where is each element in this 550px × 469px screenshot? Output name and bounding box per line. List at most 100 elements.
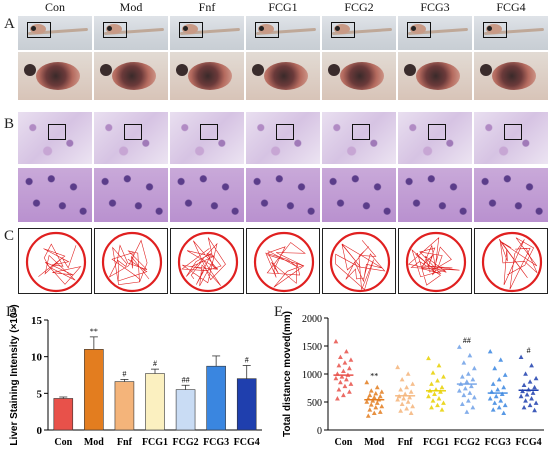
bar [175, 389, 196, 431]
y-tick-label: 0 [37, 425, 43, 437]
data-point [439, 384, 445, 390]
data-point [405, 371, 411, 376]
data-point [410, 403, 416, 409]
data-point [335, 396, 340, 401]
data-point [395, 397, 401, 402]
histology-overview-image [18, 112, 92, 164]
y-tick-label: 2000 [302, 314, 322, 325]
arena-rim [25, 231, 87, 293]
y-tick-label: 1000 [302, 370, 322, 381]
data-point [532, 407, 537, 413]
group-label-fcg3: FCG3 [420, 0, 450, 14]
data-point [530, 390, 536, 395]
data-point [499, 391, 505, 396]
data-point [492, 365, 498, 371]
data-point [405, 399, 411, 404]
data-point [465, 398, 471, 403]
x-tick-label: FCG4 [516, 437, 542, 448]
data-point [367, 407, 373, 412]
data-point [456, 388, 462, 393]
data-point [498, 398, 504, 403]
data-point [524, 392, 530, 397]
data-point [459, 374, 465, 379]
fish-liver-zoom-image [170, 52, 244, 100]
panel-letter-c: C [4, 228, 15, 244]
fish-liver-zoom-image [322, 52, 396, 100]
data-point [495, 387, 501, 392]
locomotion-track-image [18, 228, 92, 294]
data-point [467, 352, 473, 358]
data-point [459, 401, 465, 407]
fish-whole-image [246, 16, 320, 50]
data-point [436, 396, 442, 401]
data-point [348, 357, 354, 362]
x-tick-label: FCG2 [173, 437, 199, 448]
track-svg [253, 231, 315, 293]
data-point [336, 363, 342, 368]
data-point [523, 398, 528, 403]
x-tick-label: FCG2 [454, 437, 480, 448]
arena-rim [253, 231, 315, 293]
histology-zoom-row [18, 168, 548, 222]
data-point [371, 394, 377, 400]
data-point [342, 360, 348, 365]
panel-letter-b: B [4, 116, 15, 132]
data-point [430, 398, 436, 403]
histology-overview-image [398, 112, 472, 164]
data-point [379, 389, 385, 394]
histology-overview-row [18, 112, 548, 164]
significance-mark: ** [370, 371, 378, 380]
data-point [399, 377, 405, 382]
y-tick-label: 500 [307, 398, 322, 409]
data-point [408, 410, 414, 415]
data-point [395, 364, 401, 370]
y-tick-label: 15 [31, 315, 43, 327]
data-point [487, 349, 493, 354]
x-tick-label: FCG3 [203, 437, 229, 448]
data-point [377, 393, 383, 399]
bar [84, 349, 104, 431]
data-point [490, 407, 496, 412]
track-svg [405, 231, 467, 293]
data-point [464, 379, 470, 384]
data-point [365, 413, 371, 418]
data-point [436, 363, 442, 368]
arena-rim [177, 231, 239, 293]
group-label-fcg4: FCG4 [496, 0, 526, 14]
data-point [407, 394, 413, 400]
data-point [342, 383, 348, 389]
data-point [533, 400, 539, 405]
data-point [456, 344, 462, 349]
significance-mark: ** [90, 327, 98, 336]
data-point [367, 392, 373, 398]
data-point [429, 381, 434, 386]
track-svg [329, 231, 391, 293]
data-point [399, 401, 405, 407]
fish-whole-image [170, 16, 244, 50]
arena-rim [481, 231, 543, 293]
significance-mark: # [122, 369, 126, 378]
fish-liver-zoom-row [18, 52, 548, 100]
data-point [441, 400, 446, 405]
data-point [338, 379, 343, 385]
data-point [438, 389, 443, 394]
data-point [373, 391, 379, 396]
x-tick-label: Mod [84, 437, 104, 448]
data-point [401, 396, 407, 401]
data-point [527, 402, 533, 408]
data-point [347, 365, 352, 371]
fish-whole-image [474, 16, 548, 50]
track-svg [177, 231, 239, 293]
data-point [338, 354, 343, 359]
locomotion-track-image [398, 228, 472, 294]
fish-liver-zoom-image [246, 52, 320, 100]
data-point [529, 363, 534, 368]
group-label-fcg1: FCG1 [268, 0, 298, 14]
locomotion-track-row [18, 228, 548, 294]
data-point [471, 394, 477, 400]
histology-zoom-image [170, 168, 244, 222]
histology-overview-image [94, 112, 168, 164]
locomotion-track-image [322, 228, 396, 294]
data-point [468, 383, 474, 389]
panel-letter-e: E [274, 304, 284, 320]
